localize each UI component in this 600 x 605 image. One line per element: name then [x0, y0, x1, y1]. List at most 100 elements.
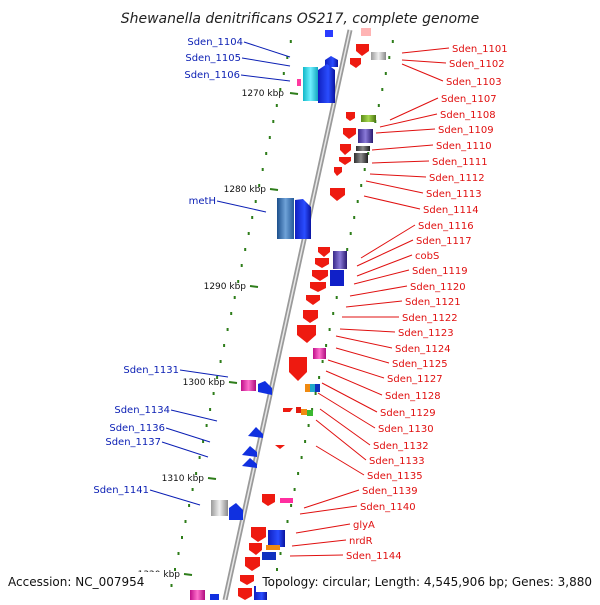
- leader-line: [401, 63, 444, 82]
- track-dot: [349, 232, 352, 235]
- track-dot: [356, 200, 359, 203]
- gene-arrow: [330, 188, 345, 201]
- track-dot: [233, 296, 236, 299]
- gene-box: [356, 146, 370, 151]
- gene-arrow: [238, 588, 252, 600]
- summary-text: Topology: circular; Length: 4,545,906 bp…: [261, 575, 592, 589]
- gene-arrow: [229, 503, 243, 520]
- track-dot: [202, 440, 205, 443]
- gene-label: Sden_1106: [184, 70, 240, 81]
- leader-line: [356, 239, 414, 267]
- gene-box: [303, 67, 318, 101]
- tick-mark: [183, 573, 193, 576]
- gene-box: [333, 251, 347, 269]
- leader-line: [371, 144, 434, 151]
- gene-label: Sden_1139: [362, 486, 418, 497]
- gene-box: [305, 384, 310, 392]
- track-dot: [240, 264, 243, 267]
- gene-label: cobS: [415, 251, 439, 262]
- track-dot: [363, 168, 366, 171]
- genome-backbone: [222, 29, 353, 601]
- gene-label: Sden_1103: [446, 77, 502, 88]
- gene-arrow: [350, 58, 361, 68]
- leader-line: [356, 254, 413, 277]
- track-dot: [325, 344, 328, 347]
- leader-line: [317, 392, 376, 429]
- gene-box: [330, 270, 344, 286]
- gene-label: Sden_1122: [402, 313, 458, 324]
- tick-mark: [289, 92, 299, 95]
- gene-arrow: [346, 112, 355, 121]
- track-dot: [360, 184, 363, 187]
- tick-mark: [249, 285, 259, 288]
- gene-label: Sden_1108: [440, 110, 496, 121]
- gene-label: Sden_1105: [185, 53, 241, 64]
- gene-box: [241, 380, 256, 391]
- gene-label: Sden_1101: [452, 44, 508, 55]
- gene-arrow: [262, 494, 275, 506]
- leader-line: [295, 523, 351, 534]
- tick-label: 1270 kbp: [242, 89, 285, 99]
- track-dot: [300, 456, 303, 459]
- gene-arrow: [303, 310, 318, 323]
- track-dot: [272, 120, 275, 123]
- gene-label: metH: [189, 196, 216, 207]
- gene-box: [301, 409, 307, 415]
- gene-label: Sden_1117: [416, 236, 472, 247]
- track-dot: [219, 360, 222, 363]
- leader-line: [291, 539, 347, 547]
- gene-label: Sden_1111: [432, 157, 488, 168]
- gene-label: glyA: [353, 520, 375, 531]
- gene-label: Sden_1102: [449, 59, 505, 70]
- gene-arrow: [310, 282, 326, 292]
- gene-arrow: [312, 270, 328, 281]
- track-dot: [223, 344, 226, 347]
- gene-arrow: [325, 30, 333, 37]
- track-dot: [304, 440, 307, 443]
- track-dot: [177, 552, 180, 555]
- gene-label: Sden_1104: [187, 37, 243, 48]
- gene-label: Sden_1110: [436, 141, 492, 152]
- tick-mark: [207, 477, 217, 480]
- gene-arrow: [245, 557, 260, 571]
- track-dot: [247, 232, 250, 235]
- track-dot: [314, 392, 317, 395]
- track-dot: [335, 296, 338, 299]
- leader-line: [321, 382, 378, 413]
- leader-line: [325, 370, 383, 396]
- track-dot: [275, 104, 278, 107]
- gene-box: [296, 407, 301, 413]
- track-dot: [198, 456, 201, 459]
- track-dot: [381, 88, 384, 91]
- tick-label: 1290 kbp: [204, 282, 247, 292]
- leader-line: [299, 505, 358, 515]
- gene-box: [211, 500, 228, 516]
- gene-box: [361, 115, 376, 122]
- gene-box: [358, 129, 373, 143]
- gene-arrow: [334, 167, 342, 176]
- track-dot: [188, 504, 191, 507]
- gene-label: Sden_1128: [385, 391, 441, 402]
- tick-mark: [269, 188, 279, 191]
- leader-line: [335, 335, 393, 349]
- gene-label: Sden_1127: [387, 374, 443, 385]
- tick-mark: [228, 381, 238, 384]
- gene-label: Sden_1123: [398, 328, 454, 339]
- leader-line: [349, 285, 408, 297]
- footer-bg-left: [0, 572, 160, 592]
- gene-label: Sden_1121: [405, 297, 461, 308]
- track-dot: [181, 536, 183, 539]
- gene-box: [277, 198, 294, 239]
- gene-arrow: [339, 157, 351, 165]
- track-dot: [353, 216, 356, 219]
- gene-label: Sden_1132: [373, 441, 429, 452]
- track-dot: [367, 152, 370, 155]
- gene-arrow: [325, 56, 338, 67]
- gene-box: [210, 594, 219, 600]
- track-dot: [174, 568, 176, 571]
- track-dot: [184, 520, 187, 523]
- forward-strand-genes: [190, 30, 338, 600]
- gene-label: Sden_1119: [412, 266, 468, 277]
- track-dot: [261, 168, 264, 171]
- track-dot: [195, 472, 198, 475]
